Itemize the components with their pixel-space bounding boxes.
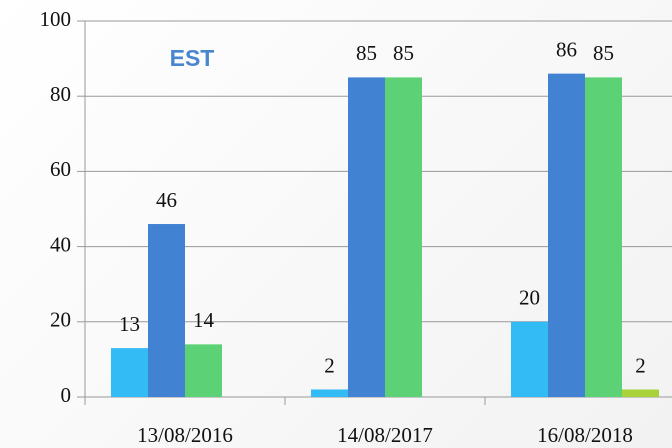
data-label: 2 bbox=[324, 353, 335, 377]
bar bbox=[185, 344, 222, 397]
bar bbox=[585, 77, 622, 398]
x-tick-label: 16/08/2018 bbox=[537, 423, 633, 447]
y-tick-label: 80 bbox=[50, 82, 71, 106]
data-label: 85 bbox=[593, 41, 614, 65]
data-label: 13 bbox=[119, 312, 140, 336]
bar bbox=[548, 73, 585, 397]
bar bbox=[111, 348, 148, 397]
data-label: 85 bbox=[393, 41, 414, 65]
y-tick-label: 100 bbox=[40, 7, 72, 31]
data-label: 20 bbox=[519, 286, 540, 310]
x-tick-label: 13/08/2016 bbox=[137, 423, 233, 447]
data-label: 14 bbox=[193, 308, 215, 332]
bar bbox=[385, 77, 422, 398]
bar bbox=[148, 224, 185, 397]
data-label: 2 bbox=[635, 353, 646, 377]
bar bbox=[348, 77, 385, 398]
data-label: 46 bbox=[156, 188, 177, 212]
bar bbox=[511, 321, 548, 397]
bar bbox=[622, 389, 659, 397]
x-tick-label: 14/08/2017 bbox=[337, 423, 433, 447]
y-tick-label: 60 bbox=[50, 157, 71, 181]
data-label: 85 bbox=[356, 41, 377, 65]
y-tick-label: 40 bbox=[50, 232, 71, 256]
annotation: EST bbox=[170, 45, 215, 71]
data-label: 86 bbox=[556, 37, 577, 61]
y-tick-label: 20 bbox=[50, 308, 71, 332]
y-tick-label: 0 bbox=[61, 383, 72, 407]
bar bbox=[311, 389, 348, 397]
